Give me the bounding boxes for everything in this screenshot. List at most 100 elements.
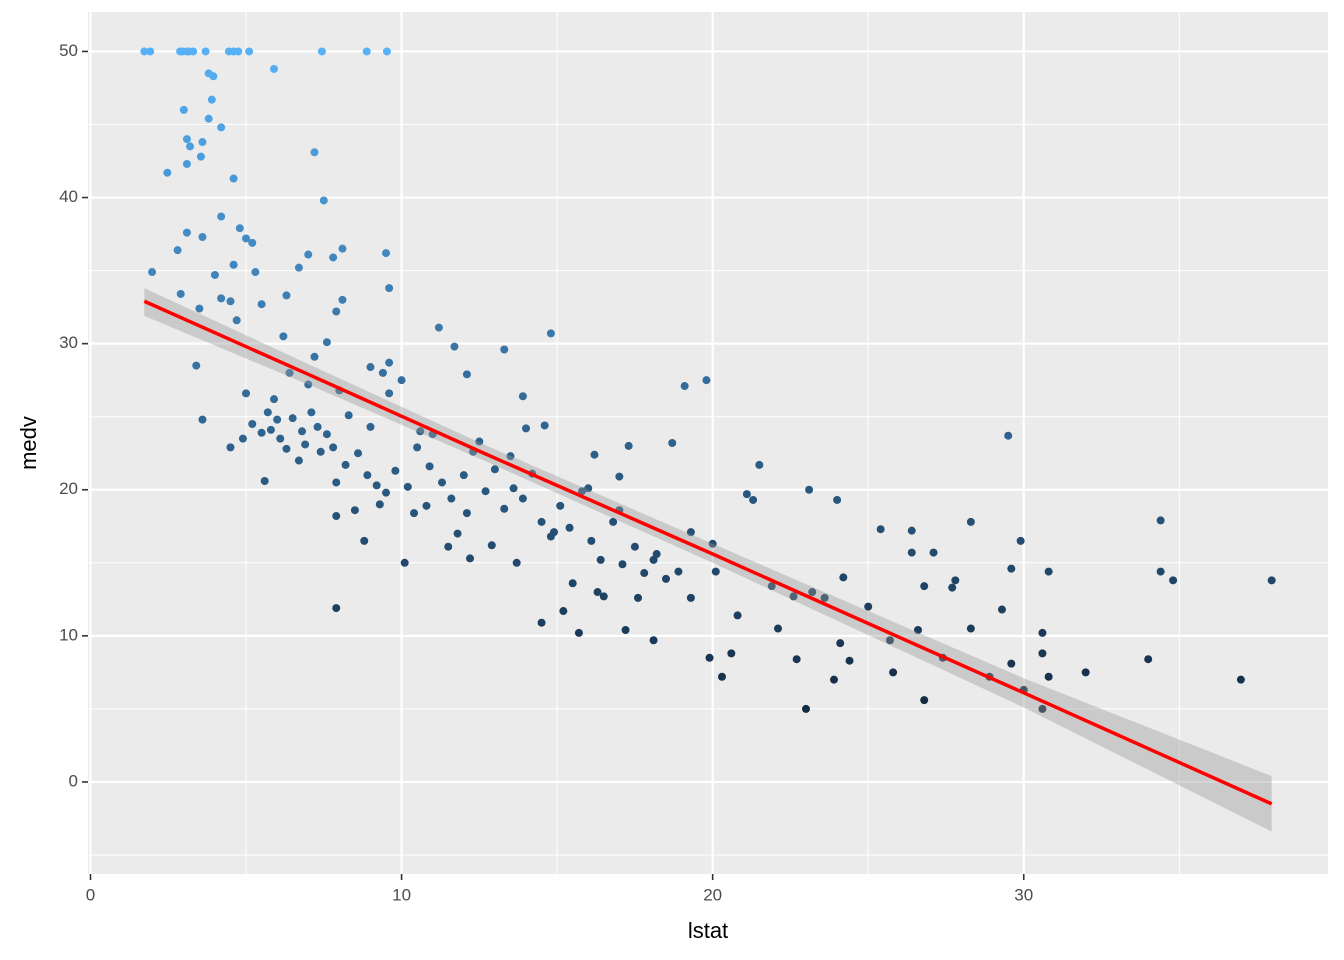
point xyxy=(273,415,282,424)
point xyxy=(920,696,929,705)
point xyxy=(1081,668,1090,677)
point xyxy=(792,655,801,664)
point xyxy=(702,376,711,385)
point xyxy=(475,437,484,446)
point xyxy=(839,573,848,582)
point xyxy=(217,123,226,132)
point xyxy=(649,636,658,645)
point xyxy=(282,291,291,300)
point xyxy=(362,47,371,56)
point xyxy=(593,588,602,597)
point xyxy=(705,653,714,662)
point xyxy=(789,592,798,601)
point xyxy=(509,484,518,493)
point xyxy=(207,95,216,104)
point xyxy=(742,490,751,499)
point xyxy=(248,238,257,247)
point xyxy=(966,624,975,633)
point xyxy=(375,500,384,509)
point xyxy=(385,389,394,398)
point xyxy=(192,361,201,370)
point xyxy=(372,481,381,490)
point xyxy=(755,460,764,469)
point xyxy=(242,234,251,243)
point xyxy=(907,548,916,557)
point xyxy=(649,555,658,564)
point xyxy=(546,329,555,338)
point xyxy=(313,422,322,431)
point xyxy=(1004,431,1013,440)
point xyxy=(148,268,157,277)
point xyxy=(146,47,155,56)
point xyxy=(317,47,326,56)
point xyxy=(466,554,475,563)
point xyxy=(845,656,854,665)
point xyxy=(500,345,509,354)
point xyxy=(727,649,736,658)
point xyxy=(245,47,254,56)
point xyxy=(522,424,531,433)
point xyxy=(805,485,814,494)
point xyxy=(630,542,639,551)
point xyxy=(266,425,275,434)
point xyxy=(189,47,198,56)
point xyxy=(749,495,758,504)
point xyxy=(537,618,546,627)
point xyxy=(462,370,471,379)
point xyxy=(344,411,353,420)
point xyxy=(217,294,226,303)
point xyxy=(574,628,583,637)
point xyxy=(1007,564,1016,573)
x-tick-label: 0 xyxy=(86,885,95,904)
point xyxy=(587,536,596,545)
point xyxy=(487,541,496,550)
point xyxy=(733,611,742,620)
point xyxy=(512,558,521,567)
point xyxy=(413,443,422,452)
point xyxy=(304,250,313,259)
point xyxy=(518,392,527,401)
point xyxy=(948,583,957,592)
point xyxy=(624,441,633,450)
point xyxy=(1007,659,1016,668)
point xyxy=(1267,576,1276,585)
point xyxy=(410,509,419,518)
point xyxy=(808,588,817,597)
point xyxy=(322,338,331,347)
point xyxy=(260,476,269,485)
point xyxy=(490,465,499,474)
point xyxy=(1144,655,1153,664)
point xyxy=(568,579,577,588)
point xyxy=(270,64,279,73)
x-tick-label: 20 xyxy=(703,885,722,904)
x-axis-title: lstat xyxy=(688,918,728,943)
point xyxy=(276,434,285,443)
point xyxy=(182,135,191,144)
point xyxy=(1044,567,1053,576)
point xyxy=(400,558,409,567)
y-tick-label: 50 xyxy=(59,41,78,60)
point xyxy=(966,517,975,526)
point xyxy=(382,249,391,258)
point xyxy=(590,450,599,459)
point xyxy=(294,263,303,272)
panel-background xyxy=(88,12,1328,874)
point xyxy=(210,270,219,279)
point xyxy=(889,668,898,677)
point xyxy=(310,352,319,361)
point xyxy=(385,358,394,367)
point xyxy=(338,244,347,253)
point xyxy=(385,284,394,293)
point xyxy=(140,47,149,56)
point xyxy=(422,501,431,510)
point xyxy=(242,389,251,398)
point xyxy=(232,316,241,325)
point xyxy=(565,523,574,532)
point xyxy=(196,152,205,161)
point xyxy=(403,482,412,491)
point xyxy=(447,494,456,503)
point xyxy=(829,675,838,684)
point xyxy=(182,159,191,168)
point xyxy=(599,592,608,601)
y-tick-label: 40 xyxy=(59,187,78,206)
